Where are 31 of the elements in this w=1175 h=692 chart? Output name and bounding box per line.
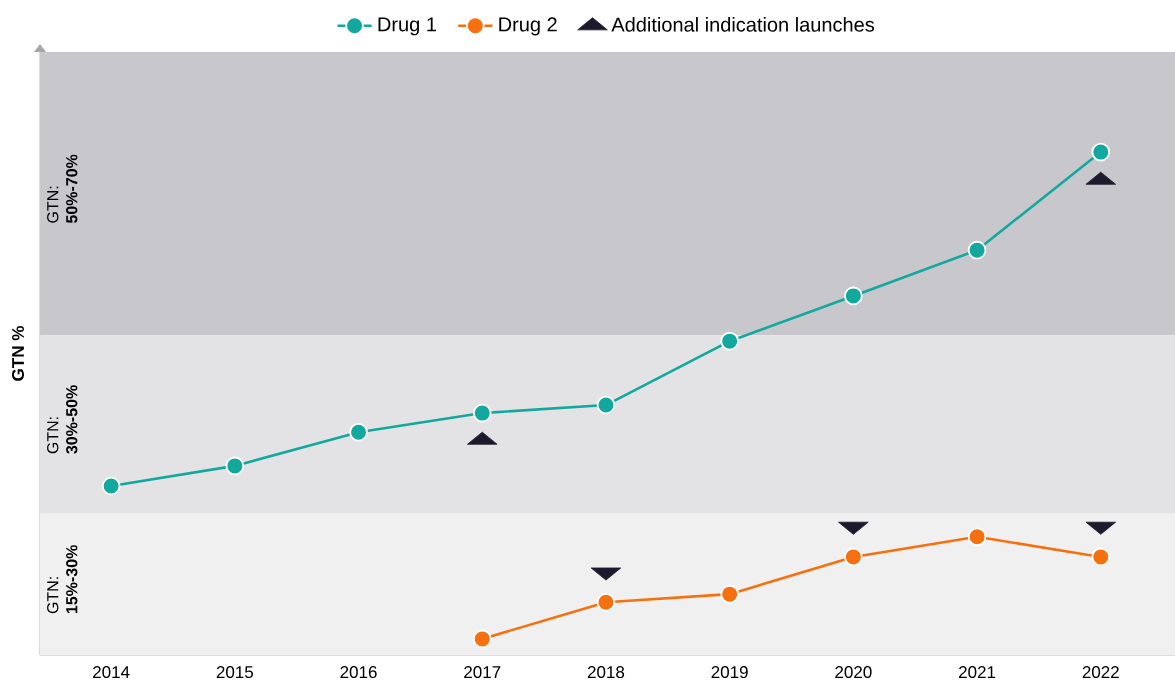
legend-label: Drug 1 <box>378 17 436 36</box>
y-axis-title: GTN % <box>11 326 25 381</box>
point <box>720 331 739 351</box>
point <box>225 456 245 476</box>
point <box>349 422 368 442</box>
point <box>1091 547 1111 567</box>
point <box>596 592 616 612</box>
x-tick-label: 2016 <box>340 666 377 679</box>
point <box>720 584 739 604</box>
point <box>844 547 863 567</box>
band-label: GTN: 50%-70% <box>47 154 78 224</box>
point <box>472 629 492 649</box>
x-tick-label: 2015 <box>216 666 254 679</box>
point <box>1091 142 1111 162</box>
point <box>844 286 863 306</box>
legend-label: Additional indication launches <box>611 17 875 32</box>
legend-label: Drug 2 <box>499 17 557 36</box>
point <box>101 476 121 496</box>
point <box>596 395 616 415</box>
x-tick-label: 2014 <box>93 666 130 679</box>
x-tick-label: 2019 <box>711 666 748 679</box>
x-tick-label: 2017 <box>464 666 501 679</box>
x-tick-label: 2020 <box>835 666 872 679</box>
point <box>967 240 987 260</box>
band-label: GTN: 15%-30% <box>47 545 78 614</box>
x-tick-label: 2018 <box>587 666 625 679</box>
x-tick-label: 2021 <box>959 666 996 679</box>
x-tick-label: 2022 <box>1082 666 1119 679</box>
band-label: GTN: 30%-50% <box>47 385 78 454</box>
point <box>472 403 492 423</box>
point <box>967 527 987 547</box>
